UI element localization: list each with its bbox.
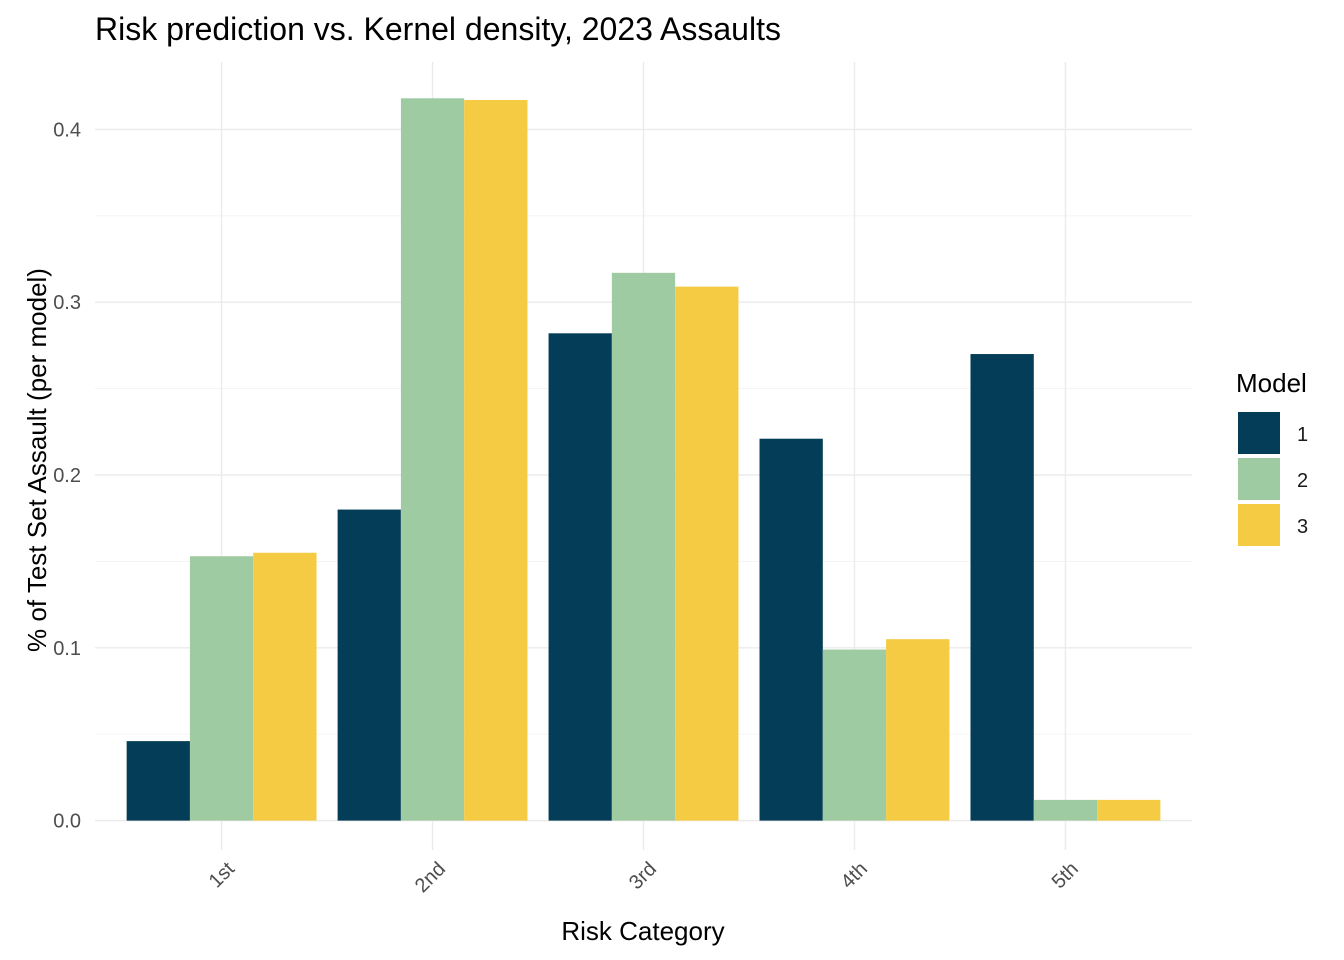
y-tick-label: 0.0 (53, 811, 81, 833)
bar-4th-model-3 (886, 639, 950, 821)
bar-3rd-model-2 (611, 272, 676, 821)
y-tick-label: 0.3 (53, 292, 81, 314)
y-tick-labels: 0.0 0.1 0.2 0.3 0.4 (53, 119, 81, 832)
bar-4th-model-1 (759, 438, 823, 821)
bar-5th-model-3 (1097, 799, 1161, 821)
x-axis-title: Risk Category (561, 916, 724, 946)
legend-title: Model (1236, 368, 1307, 398)
bar-5th-model-1 (970, 354, 1034, 821)
x-tick-label: 5th (1048, 858, 1083, 893)
chart-title: Risk prediction vs. Kernel density, 2023… (95, 11, 781, 47)
bar-1st-model-3 (253, 552, 317, 821)
bar-2nd-model-1 (337, 509, 401, 821)
legend-key-model-1 (1238, 412, 1280, 454)
x-tick-label: 4th (837, 858, 872, 893)
x-tick-labels: 1st 2nd 3rd 4th 5th (205, 858, 1083, 897)
bar-2nd-model-3 (464, 100, 528, 821)
bar-3rd-model-3 (675, 286, 739, 821)
legend-label-model-1: 1 (1297, 424, 1308, 446)
y-tick-label: 0.2 (53, 465, 81, 487)
x-tick-label: 3rd (625, 858, 661, 894)
bar-3rd-model-1 (548, 333, 612, 821)
bar-4th-model-2 (822, 649, 887, 821)
y-tick-label: 0.4 (53, 119, 81, 141)
legend-label-model-3: 3 (1297, 516, 1308, 538)
bar-5th-model-2 (1033, 799, 1098, 821)
bar-1st-model-2 (189, 556, 254, 821)
y-axis-title: % of Test Set Assault (per model) (22, 268, 52, 652)
legend: Model 1 2 3 (1236, 368, 1308, 546)
bar-2nd-model-2 (400, 98, 465, 821)
x-tick-label: 2nd (411, 858, 450, 897)
legend-key-model-3 (1238, 504, 1280, 546)
legend-label-model-2: 2 (1297, 470, 1308, 492)
bars (126, 98, 1161, 821)
legend-key-model-2 (1238, 458, 1280, 500)
x-tick-label: 1st (205, 858, 240, 893)
y-tick-label: 0.1 (53, 638, 81, 660)
bar-1st-model-1 (126, 741, 190, 821)
